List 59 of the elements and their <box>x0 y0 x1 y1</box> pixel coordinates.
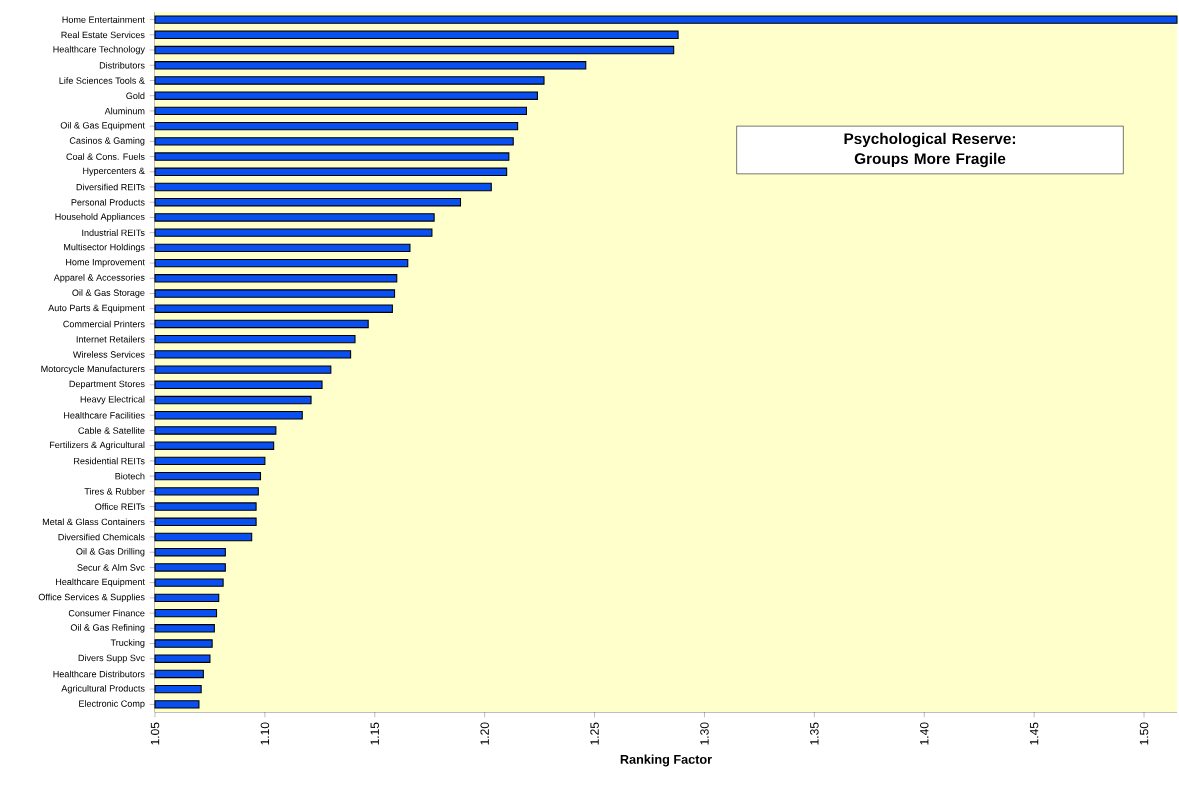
y-tick-label: Residential REITs <box>74 457 145 465</box>
x-tick-label: 1.25 <box>590 722 599 745</box>
y-tick-label: Healthcare Distributors <box>53 670 145 678</box>
y-tick-label: Auto Parts & Equipment <box>48 304 145 313</box>
y-tick-label: Distributors <box>99 61 145 69</box>
y-tick-label: Trucking <box>110 639 145 648</box>
y-tick-label: Apparel & Accessories <box>53 274 145 283</box>
y-tick-label: Cable & Satellite <box>78 427 145 434</box>
y-tick-label: Personal Products <box>71 198 145 206</box>
y-tick-label: Aluminum <box>104 107 145 115</box>
x-tick-label: 1.35 <box>810 722 819 745</box>
y-tick-label: Real Estate Services <box>61 31 145 39</box>
y-tick-label: Metal & Glass Containers <box>42 518 145 526</box>
y-tick-label: Oil & Gas Drilling <box>76 547 145 557</box>
text: Groups More Fragile <box>854 152 1006 168</box>
y-tick-label: Oil & Gas Refining <box>70 624 145 633</box>
x-axis-title: Ranking Factor <box>620 754 712 767</box>
y-tick-label: Multisector Holdings <box>64 243 145 253</box>
x-tick-label: 1.05 <box>150 722 160 745</box>
y-tick-label: Commercial Printers <box>63 320 145 328</box>
y-tick-label: Diversified Chemicals <box>58 533 145 541</box>
y-tick-label: Household Appliances <box>55 213 145 222</box>
x-tick-label: 1.50 <box>1139 722 1149 745</box>
x-tick-label: 1.40 <box>920 722 929 745</box>
y-tick-label: Electronic Comp <box>79 700 145 709</box>
y-tick-label: Home Improvement <box>66 259 145 268</box>
x-tick-label: 1.45 <box>1029 722 1039 745</box>
y-tick-label: Office Services & Supplies <box>38 593 145 603</box>
x-tick-label: 1.20 <box>480 722 489 745</box>
y-tick-label: Internet Retailers <box>76 335 145 343</box>
y-tick-label: Healthcare Equipment <box>56 578 145 587</box>
y-tick-label: Hypercenters & <box>83 167 145 176</box>
x-tick-label: 1.30 <box>700 722 709 745</box>
y-tick-label: Healthcare Technology <box>53 45 145 55</box>
y-tick-label: Department Stores <box>69 380 145 389</box>
y-tick-label: Oil & Gas Storage <box>72 289 145 298</box>
y-tick-label: Healthcare Facilities <box>64 411 145 419</box>
y-tick-label: Gold <box>126 92 145 100</box>
y-tick-label: Life Sciences Tools & <box>59 77 145 84</box>
y-tick-label: Heavy Electrical <box>80 395 145 405</box>
x-tick-label: 1.15 <box>370 722 379 745</box>
y-tick-label: Tires & Rubber <box>84 488 145 495</box>
y-tick-label: Fertilizers & Agricultural <box>49 441 145 450</box>
y-tick-label: Casinos & Gaming <box>69 137 145 146</box>
y-tick-label: Industrial REITs <box>82 229 145 236</box>
y-tick-label: Office REITs <box>95 503 145 510</box>
y-tick-label: Home Entertainment <box>62 16 145 23</box>
x-tick-label: 1.10 <box>260 722 270 745</box>
y-tick-label: Coal & Cons. Fuels <box>66 153 145 160</box>
y-tick-label: Wireless Services <box>72 351 145 358</box>
y-tick-label: Consumer Finance <box>68 609 145 617</box>
y-tick-label: Diversified REITs <box>76 183 145 191</box>
y-tick-label: Agricultural Products <box>61 684 145 694</box>
y-tick-label: Motorcycle Manufacturers <box>41 365 145 374</box>
y-tick-label: Secur & Alm Svc <box>77 564 145 571</box>
y-tick-label: Divers Supp Svc <box>78 654 145 663</box>
chart-title: Psychological Reserve: <box>844 132 1016 148</box>
y-tick-label: Oil & Gas Equipment <box>60 121 145 131</box>
y-tick-label: Biotech <box>115 472 145 480</box>
